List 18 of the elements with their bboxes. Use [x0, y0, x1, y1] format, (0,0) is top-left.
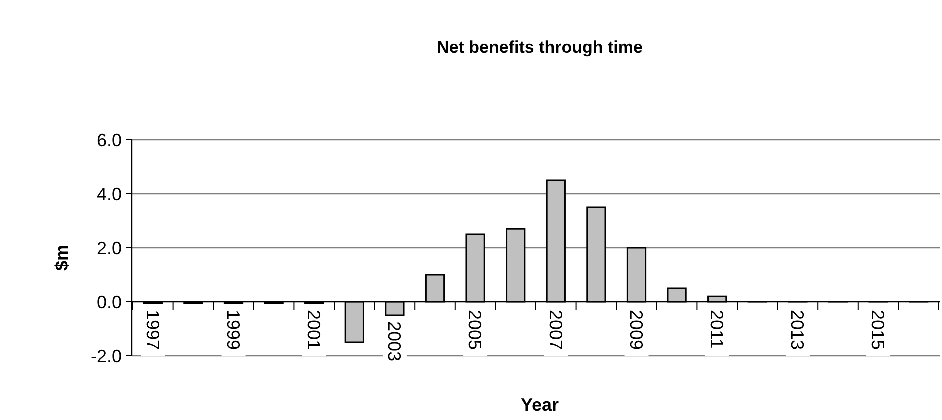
y-tick-label: 2.0	[96, 238, 122, 258]
x-tick-label: 2007	[546, 310, 566, 350]
y-tick-label: 6.0	[96, 130, 122, 150]
x-tick-label: 2005	[465, 310, 486, 350]
y-tick-label: 0.0	[96, 292, 122, 312]
y-axis-title: $m	[52, 244, 72, 272]
x-tick-label: 2009	[626, 310, 646, 350]
x-tick-label: 2001	[304, 310, 324, 350]
chart-title: Net benefits through time	[437, 38, 643, 57]
x-axis-title: Year	[520, 395, 560, 415]
x-tick-label: 2011	[707, 310, 728, 349]
y-tick-label: 4.0	[96, 184, 122, 204]
x-tick-label: 2003	[384, 322, 405, 362]
x-tick-label: 1999	[223, 310, 244, 350]
y-tick-label: -2.0	[90, 346, 122, 366]
x-tick-label: 2015	[868, 310, 888, 350]
x-tick-label: 2013	[788, 310, 808, 350]
x-tick-label: 1997	[142, 310, 163, 350]
